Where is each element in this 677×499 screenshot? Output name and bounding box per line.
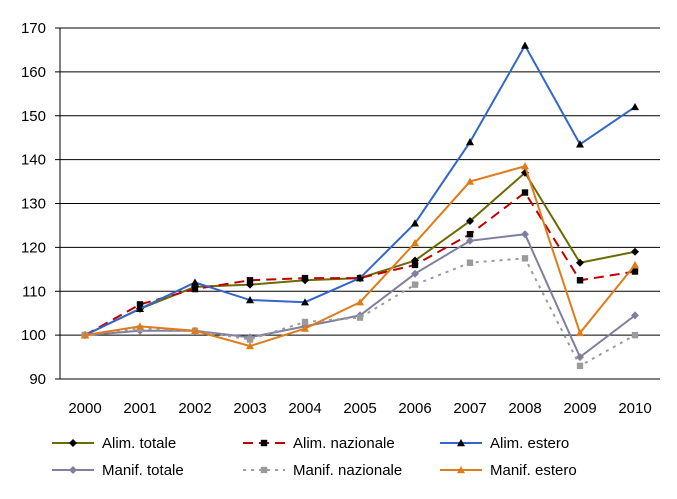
data-point [246,336,254,343]
data-point [356,298,364,306]
data-point [466,217,474,226]
series-2 [81,41,639,339]
x-tick-label: 2005 [343,400,376,417]
y-tick-label: 160 [21,64,46,81]
x-tick-label: 2009 [563,400,596,417]
y-tick-label: 150 [21,108,46,125]
data-point [81,331,89,339]
legend-marker [69,466,77,474]
data-point [631,247,639,256]
legend-label: Alim. estero [490,435,569,452]
legend-label: Alim. nazionale [293,435,395,452]
legend-marker [457,439,465,447]
data-point [466,259,474,266]
data-point [356,274,364,282]
y-tick-label: 110 [22,283,46,300]
data-point [576,258,584,267]
legend-label: Manif. nazionale [293,462,402,479]
data-point [411,238,419,247]
x-tick-label: 2003 [233,400,266,417]
series-5 [81,162,639,350]
data-point [191,285,199,293]
x-tick-label: 2001 [123,400,156,417]
y-tick-labels: 90 100 110 120 130 140 150 160 170 [21,20,46,388]
data-point [521,162,529,170]
data-point [411,219,419,227]
data-point [246,342,254,350]
data-point [631,331,639,339]
y-tick-label: 170 [21,20,46,37]
data-point [191,326,199,334]
x-tick-label: 2002 [178,400,211,417]
legend: Alim. totale Alim. nazionale Alim. estero M… [52,435,577,479]
legend-marker [69,439,77,447]
data-point [246,296,254,304]
x-tick-label: 2006 [398,400,431,417]
legend-label: Alim. totale [102,435,176,452]
x-tick-labels: 2000 2001 2002 2003 2004 2005 2006 2007 2008 2009… [68,400,651,417]
x-tick-label: 2008 [508,400,541,417]
legend-item: Alim. nazionale [243,435,395,452]
data-point [136,322,144,330]
x-tick-label: 2010 [618,400,651,417]
data-point [136,304,144,312]
data-point [356,314,364,321]
data-point [411,261,419,269]
data-point [576,277,584,284]
data-point [191,278,199,286]
data-point [521,189,529,196]
data-point [466,231,474,238]
data-point [576,362,584,370]
data-point [576,140,584,148]
data-point [466,236,474,245]
data-point [576,353,584,362]
data-point [631,311,639,320]
data-point [411,269,419,278]
data-point [631,102,639,111]
legend-item: Manif. estero [440,462,577,479]
data-point [301,318,309,326]
x-tick-label: 2007 [453,400,486,417]
series-lines [81,41,639,370]
series-line [84,257,636,368]
data-point [521,230,529,239]
data-point [301,298,309,306]
legend-label: Manif. totale [102,462,184,479]
data-point [466,138,474,146]
x-tick-label: 2004 [288,400,321,417]
series-line [84,191,636,336]
legend-marker [457,466,465,474]
y-tick-label: 130 [21,196,46,213]
data-point [301,324,309,332]
data-point [631,268,639,275]
gridlines [60,27,660,336]
x-tick-label: 2000 [68,400,101,417]
y-tick-label: 120 [21,239,46,256]
data-point [521,255,529,262]
legend-item: Alim. totale [52,435,176,452]
legend-marker [260,466,268,474]
data-point [466,177,474,185]
axes [55,27,660,380]
series-3 [81,230,639,362]
data-point [246,277,254,284]
legend-label: Manif. estero [490,462,577,479]
y-tick-label: 90 [29,371,46,388]
data-point [136,301,144,308]
data-point [411,281,419,288]
series-line [84,171,636,337]
y-tick-label: 100 [21,327,46,344]
legend-item: Manif. totale [52,462,184,479]
data-point [576,328,584,337]
legend-item: Manif. nazionale [243,462,402,479]
data-point [301,274,309,282]
legend-item: Alim. estero [440,435,569,452]
data-point [521,41,529,49]
y-tick-label: 140 [21,152,46,169]
legend-marker [260,439,268,447]
data-point [631,260,639,269]
